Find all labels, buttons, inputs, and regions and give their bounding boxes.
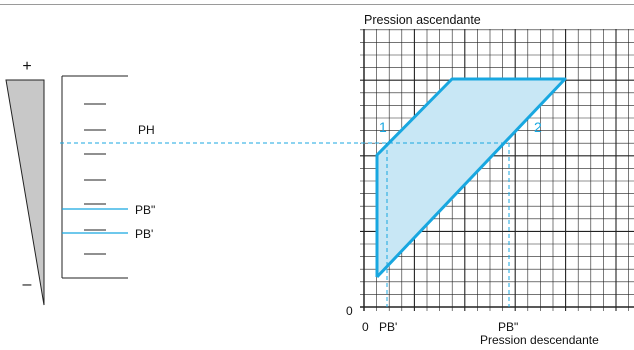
- plus-symbol: +: [22, 58, 31, 75]
- region-outline: [375, 77, 567, 279]
- label-ph: PH: [138, 123, 155, 137]
- label-pb-prime: PB': [135, 227, 153, 241]
- x-origin-label: 0: [362, 320, 369, 334]
- label-pb-second: PB": [135, 203, 155, 217]
- line-1-label: 1: [379, 119, 387, 135]
- line-2-label: 2: [534, 119, 542, 135]
- scale-ticks: [84, 103, 106, 255]
- x-label-pb-second: PB": [498, 320, 518, 334]
- pressure-wedge: [5, 79, 45, 306]
- y-origin-label: 0: [346, 304, 353, 318]
- graph: Pression ascendante 1 2 0 0 PB' PB" Pres…: [60, 13, 634, 347]
- x-axis-title: Pression descendante: [480, 333, 599, 347]
- x-label-pb-prime: PB': [379, 320, 397, 334]
- minus-symbol: –: [23, 276, 32, 293]
- y-axis-title: Pression ascendante: [364, 13, 481, 27]
- pressure-scale: + – PH PB" PB': [5, 58, 155, 306]
